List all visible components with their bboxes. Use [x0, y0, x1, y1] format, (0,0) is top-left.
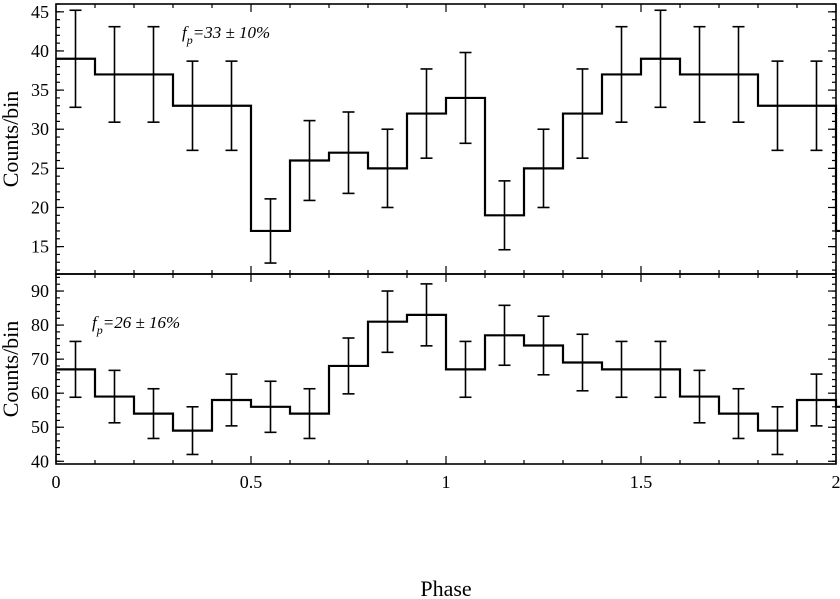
top-panel: 15 20 25 30 35 40 45 Counts/bin fp=33 ± 10%: [0, 2, 840, 275]
top-ytick-label: 15: [31, 237, 49, 257]
top-ytick-label: 25: [31, 158, 49, 178]
bottom-pulsed-fraction-label: fp=26 ± 16%: [92, 313, 180, 337]
top-error-bars: [69, 9, 823, 264]
top-pulsed-fraction-label: fp=33 ± 10%: [182, 23, 270, 47]
bottom-axis-ticks: 40 50 60 70 80 90 0 0.5 1 1.5 2: [31, 274, 840, 492]
bottom-ytick-label: 80: [31, 315, 49, 335]
top-ytick-label: 20: [31, 197, 49, 217]
bottom-ytick-label: 40: [31, 451, 49, 471]
bottom-ytick-label: 50: [31, 417, 49, 437]
bottom-step-line: [56, 313, 840, 432]
bottom-ytick-label: 60: [31, 383, 49, 403]
xtick-label: 0: [52, 472, 61, 492]
top-y-axis-label: Counts/bin: [0, 91, 23, 188]
xtick-label: 2: [832, 472, 840, 492]
top-ytick-label: 45: [31, 2, 49, 22]
x-axis-label: Phase: [420, 576, 471, 599]
top-ytick-label: 35: [31, 80, 49, 100]
bottom-panel: 40 50 60 70 80 90 0 0.5 1 1.5 2 Counts/bin fp=26 ±…: [0, 273, 840, 599]
top-ytick-label: 30: [31, 119, 49, 139]
xtick-label: 1: [442, 472, 451, 492]
bottom-ytick-label: 70: [31, 349, 49, 369]
top-panel-frame: [55, 3, 837, 275]
xtick-label: 1.5: [630, 472, 653, 492]
xtick-label: 0.5: [240, 472, 263, 492]
bottom-ytick-label: 90: [31, 281, 49, 301]
top-axis-ticks: 15 20 25 30 35 40 45: [31, 2, 837, 274]
top-ytick-label: 40: [31, 41, 49, 61]
top-step-line: [56, 57, 840, 233]
bottom-y-axis-label: Counts/bin: [0, 321, 23, 418]
